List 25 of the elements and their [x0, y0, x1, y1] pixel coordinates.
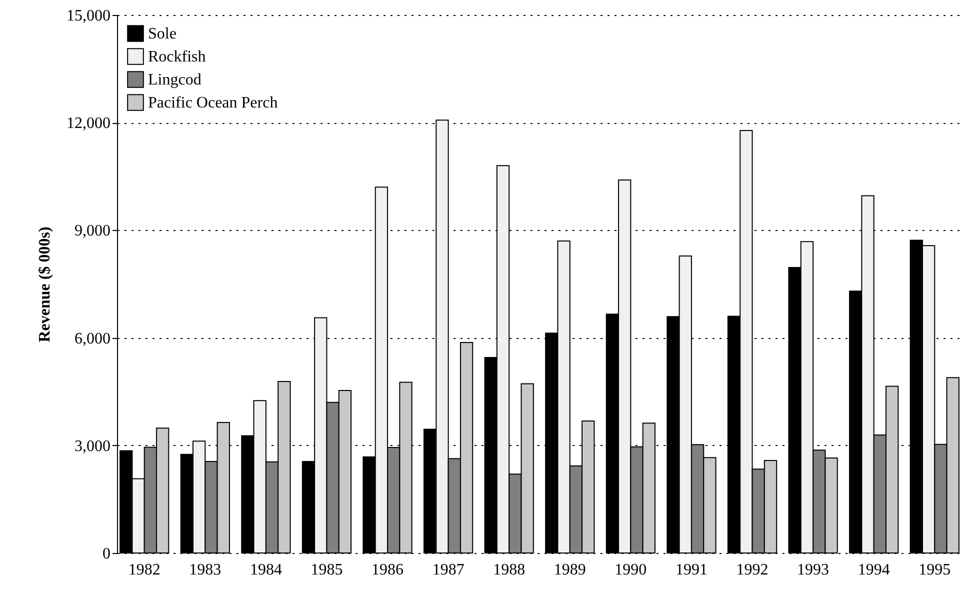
legend-label: Lingcod	[148, 72, 202, 88]
x-tick-label: 1982	[128, 562, 160, 578]
x-tick-label: 1984	[250, 562, 282, 578]
y-tick-label: 3,000	[74, 438, 110, 455]
y-tick-label: 12,000	[66, 115, 110, 132]
x-tick-label: 1995	[918, 562, 951, 578]
legend-label: Rockfish	[148, 48, 206, 66]
x-tick-label: 1986	[372, 562, 404, 578]
y-tick-label: 15,000	[66, 8, 110, 24]
legend-label: Sole	[148, 26, 176, 42]
y-tick-label: 9,000	[74, 222, 110, 240]
x-tick-label: 1985	[310, 562, 343, 578]
x-tick-label: 1990	[614, 562, 647, 578]
y-axis-title: Revenue ($ 000s)	[36, 226, 54, 342]
x-tick-label: 1983	[189, 562, 222, 578]
x-tick-label: 1987	[432, 562, 464, 578]
legend-label: Pacific Ocean Perch	[148, 94, 278, 112]
x-tick-label: 1988	[493, 562, 526, 578]
x-tick-label: 1989	[554, 562, 586, 578]
y-tick-label: 6,000	[74, 330, 110, 348]
y-tick-label: 0	[102, 546, 110, 562]
x-tick-label: 1992	[736, 562, 768, 578]
x-tick-label: 1994	[858, 562, 890, 578]
x-tick-label: 1991	[675, 562, 708, 578]
x-tick-label: 1993	[797, 562, 830, 578]
